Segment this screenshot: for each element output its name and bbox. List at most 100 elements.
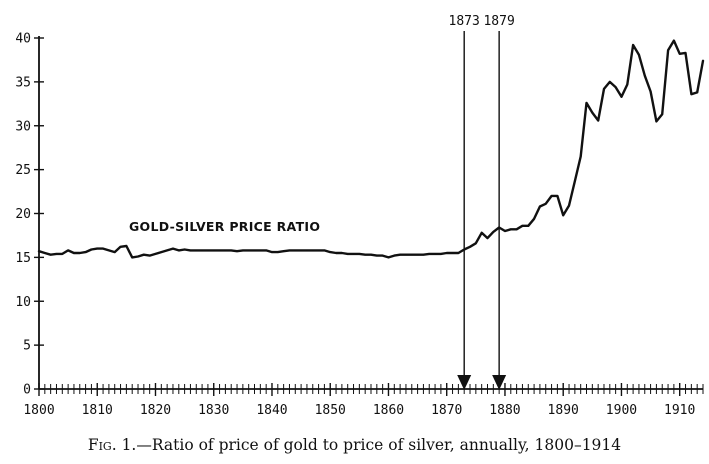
data-point — [615, 86, 617, 88]
data-point — [422, 254, 425, 256]
data-point — [160, 251, 162, 253]
data-point — [253, 249, 256, 251]
data-point — [125, 245, 127, 247]
data-point — [119, 246, 122, 248]
x-tick-label: 1910 — [664, 403, 695, 418]
x-tick-label: 1810 — [82, 403, 113, 418]
figure-caption: Fig. 1.—Ratio of price of gold to price … — [0, 436, 709, 454]
data-point — [446, 252, 448, 254]
data-point — [393, 255, 395, 257]
data-point — [230, 249, 232, 251]
y-tick-label: 30 — [15, 119, 31, 134]
series-label: GOLD-SILVER PRICE RATIO — [129, 219, 320, 234]
data-point — [580, 155, 582, 158]
y-axis-ticks: 0 5 10 15 20 25 30 35 40 — [15, 32, 44, 398]
data-point — [288, 249, 291, 251]
data-point — [317, 249, 320, 251]
data-point — [184, 248, 186, 251]
x-tick-label: 1830 — [198, 403, 229, 418]
y-tick-label: 20 — [15, 207, 31, 222]
data-point — [358, 253, 360, 255]
data-point — [67, 249, 69, 251]
y-tick-label: 25 — [15, 163, 31, 178]
data-point — [44, 252, 46, 254]
data-point — [102, 248, 104, 250]
data-point — [96, 248, 98, 250]
data-point — [632, 44, 634, 46]
data-point — [242, 249, 244, 251]
data-point — [469, 246, 471, 248]
data-point — [73, 252, 75, 254]
data-point — [574, 180, 576, 182]
data-point — [661, 113, 663, 115]
data-point — [352, 253, 355, 255]
data-point — [213, 249, 215, 251]
data-point — [428, 253, 430, 255]
data-point — [481, 232, 483, 234]
data-point — [591, 111, 593, 114]
annotation-label: 1879 — [483, 14, 514, 29]
y-tick-label: 10 — [15, 295, 31, 310]
x-axis-ticks: 1800 1810 1820 1830 1840 1850 1860 1870 1880 1890… — [23, 403, 695, 418]
x-tick-label: 1840 — [256, 403, 287, 418]
data-point — [283, 250, 285, 252]
y-tick-label: 5 — [23, 339, 31, 354]
data-point — [329, 251, 331, 253]
caption-text: —Ratio of price of gold to price of silv… — [136, 436, 622, 454]
data-point — [679, 53, 681, 55]
series — [37, 39, 705, 259]
data-point — [492, 231, 494, 233]
data-point — [387, 256, 390, 258]
y-tick-label: 15 — [15, 251, 31, 266]
figure-number: Fig. 1. — [87, 436, 137, 454]
data-point — [61, 253, 63, 255]
y-tick-label: 35 — [15, 75, 31, 90]
data-point — [108, 249, 110, 251]
data-point — [323, 249, 326, 251]
data-point — [510, 228, 512, 230]
y-tick-label: 0 — [23, 383, 31, 398]
data-point — [189, 249, 192, 251]
data-point — [696, 91, 698, 94]
data-point — [84, 251, 87, 253]
x-minor-ticks — [38, 383, 704, 396]
data-point — [207, 249, 209, 251]
data-point — [399, 254, 401, 256]
data-point — [568, 205, 570, 207]
data-point — [475, 242, 477, 244]
data-point — [440, 253, 442, 255]
data-point — [638, 54, 640, 56]
data-point — [166, 249, 168, 251]
data-point — [457, 252, 459, 254]
data-point — [277, 251, 279, 253]
data-point — [137, 255, 139, 258]
data-point — [312, 249, 314, 251]
data-point — [702, 60, 704, 62]
data-point — [521, 225, 524, 227]
data-point — [626, 83, 628, 86]
data-point — [684, 52, 687, 54]
data-point — [114, 251, 116, 253]
annotations: 1873 1879 — [449, 14, 515, 390]
y-tick-label: 40 — [15, 32, 31, 47]
data-point — [79, 252, 81, 254]
data-point — [341, 252, 343, 254]
annotation-label: 1873 — [449, 14, 480, 29]
data-point — [673, 40, 675, 42]
data-point — [236, 250, 238, 252]
data-point — [597, 119, 599, 122]
data-point — [382, 255, 384, 257]
data-point — [609, 81, 611, 83]
annotation-arrowhead — [492, 375, 507, 390]
data-point — [690, 93, 692, 95]
x-tick-label: 1880 — [489, 403, 520, 418]
data-point — [201, 249, 203, 251]
data-point — [195, 249, 197, 251]
data-point — [533, 218, 535, 220]
x-tick-label: 1850 — [315, 403, 346, 418]
x-tick-label: 1890 — [548, 403, 579, 418]
data-point — [265, 249, 267, 251]
x-tick-label: 1860 — [373, 403, 404, 418]
data-point — [376, 255, 378, 257]
